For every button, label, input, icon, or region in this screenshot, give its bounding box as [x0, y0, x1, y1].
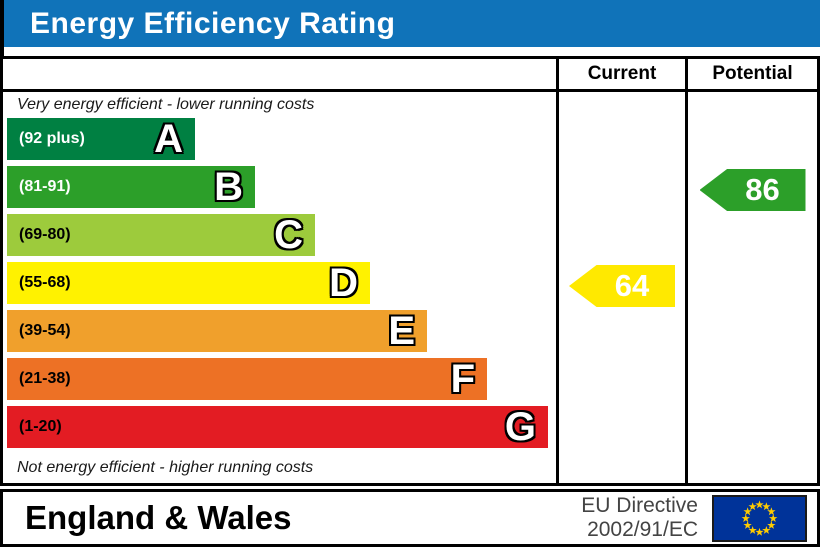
band-bar-g: (1-20) G: [7, 406, 548, 448]
eu-directive-line1: EU Directive: [581, 494, 698, 517]
bands-column: Very energy efficient - lower running co…: [3, 92, 556, 483]
footer-bar: England & Wales EU Directive 2002/91/EC: [0, 489, 820, 547]
title-bar: Energy Efficiency Rating: [0, 0, 820, 47]
band-bar-b: (81-91) B: [7, 166, 255, 208]
band-bar-f: (21-38) F: [7, 358, 487, 400]
epc-rating-table: Current Potential Very energy efficient …: [0, 56, 820, 486]
eu-flag-icon: [712, 494, 807, 542]
band-bar-e: (39-54) E: [7, 310, 427, 352]
band-range-f: (21-38): [19, 370, 71, 387]
band-letter-e: E: [388, 309, 415, 353]
band-letter-b: B: [214, 165, 243, 209]
eu-directive-label: EU Directive 2002/91/EC: [581, 494, 698, 542]
table-body: Very energy efficient - lower running co…: [3, 92, 817, 483]
potential-rating-arrow: 86: [699, 169, 806, 211]
eu-directive-line2: 2002/91/EC: [587, 518, 698, 541]
band-letter-f: F: [450, 357, 475, 401]
potential-rating-value: 86: [745, 172, 780, 207]
potential-column: 86: [685, 92, 817, 483]
current-rating-value: 64: [614, 268, 650, 303]
band-row-b: (81-91) B: [7, 166, 556, 214]
band-bar-d: (55-68) D: [7, 262, 370, 304]
band-bar-c: (69-80) C: [7, 214, 315, 256]
footer-region-label: England & Wales: [25, 499, 292, 536]
band-range-g: (1-20): [19, 418, 62, 435]
band-letter-c: C: [274, 213, 303, 257]
band-range-d: (55-68): [19, 274, 71, 291]
band-range-c: (69-80): [19, 226, 71, 243]
band-letter-d: D: [329, 261, 358, 305]
title-gap: [0, 47, 820, 56]
band-letter-a: A: [154, 117, 183, 161]
band-row-a: (92 plus) A: [7, 118, 556, 166]
current-column: 64: [556, 92, 685, 483]
band-row-f: (21-38) F: [7, 358, 556, 406]
page-title: Energy Efficiency Rating: [30, 6, 396, 40]
band-row-e: (39-54) E: [7, 310, 556, 358]
band-row-c: (69-80) C: [7, 214, 556, 262]
band-range-e: (39-54): [19, 322, 71, 339]
band-row-g: (1-20) G: [7, 406, 556, 454]
table-header-row: Current Potential: [3, 59, 817, 92]
current-rating-arrow: 64: [569, 265, 675, 307]
band-range-a: (92 plus): [19, 130, 85, 147]
band-range-b: (81-91): [19, 178, 71, 195]
current-column-header: Current: [556, 59, 685, 89]
potential-column-header: Potential: [685, 59, 817, 89]
header-spacer: [3, 59, 556, 89]
caption-top: Very energy efficient - lower running co…: [17, 96, 315, 113]
band-row-d: (55-68) D: [7, 262, 556, 310]
band-bar-a: (92 plus) A: [7, 118, 195, 160]
band-letter-g: G: [504, 405, 536, 449]
caption-bottom: Not energy efficient - higher running co…: [17, 459, 314, 476]
